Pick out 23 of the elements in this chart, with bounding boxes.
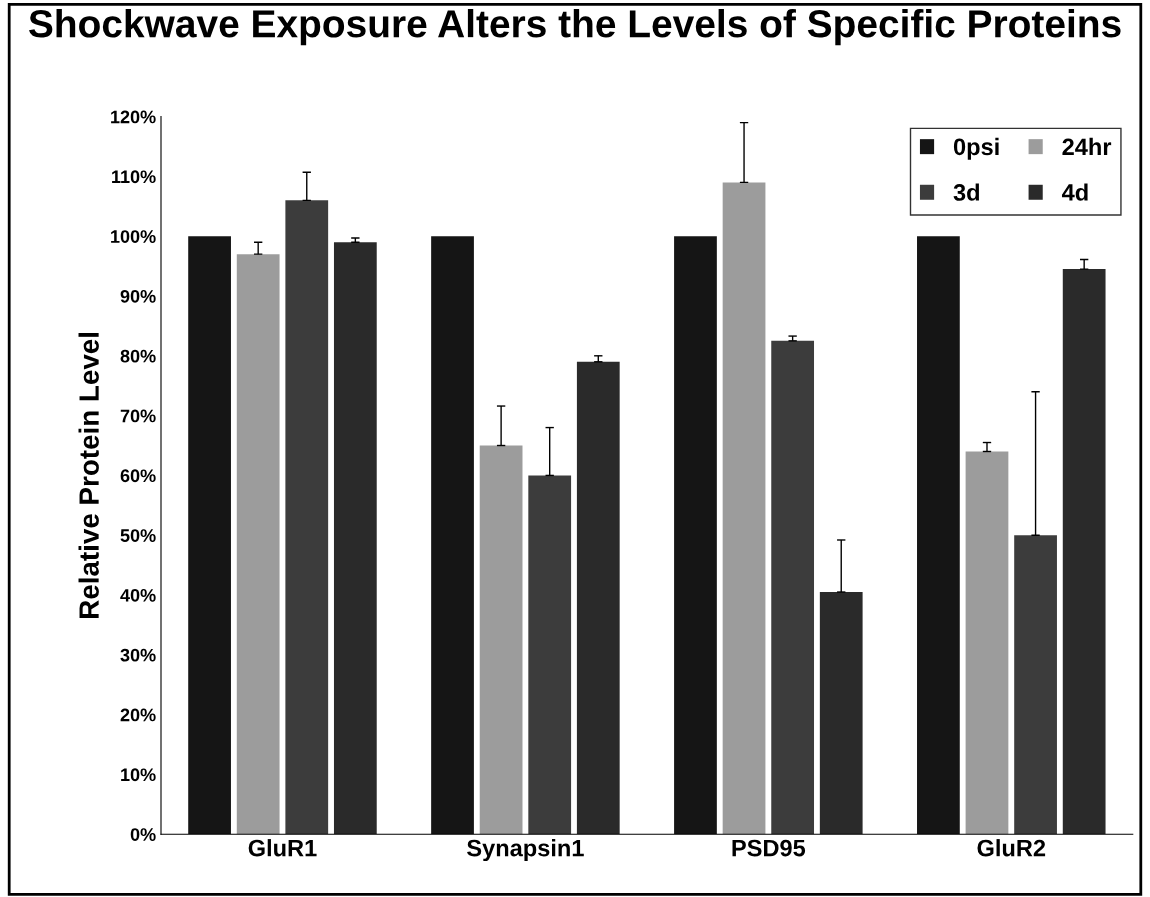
x-tick-label: Synapsin1 xyxy=(467,839,584,862)
y-tick-label: 80% xyxy=(120,349,156,363)
y-tick-label: 110% xyxy=(112,170,156,184)
x-tick-label: PSD95 xyxy=(732,839,806,857)
y-tick-label: 30% xyxy=(120,648,156,662)
y-tick-label: 20% xyxy=(120,708,156,722)
chart-title: Shockwave Exposure Alters the Levels of Specific Proteins xyxy=(29,8,1121,46)
y-tick-label: 70% xyxy=(120,409,156,423)
legend-label: 4d xyxy=(1061,183,1088,201)
x-tick-label: GluR2 xyxy=(977,839,1046,857)
x-tick-label: GluR1 xyxy=(248,839,317,857)
y-tick-label: 0% xyxy=(130,828,156,841)
y-tick-label: 100% xyxy=(111,230,156,243)
y-tick-label: 40% xyxy=(120,588,156,602)
y-tick-label: 60% xyxy=(120,469,156,483)
y-axis-title: Relative Protein Level xyxy=(78,333,99,618)
y-tick-label: 90% xyxy=(120,289,156,303)
y-tick-label: 50% xyxy=(120,529,156,542)
y-tick-label: 10% xyxy=(121,768,156,782)
legend-label: 3d xyxy=(953,183,979,201)
y-tick-label: 120% xyxy=(111,110,156,124)
legend-label: 24hr xyxy=(1062,137,1112,155)
legend-label: 0psi xyxy=(953,137,999,160)
